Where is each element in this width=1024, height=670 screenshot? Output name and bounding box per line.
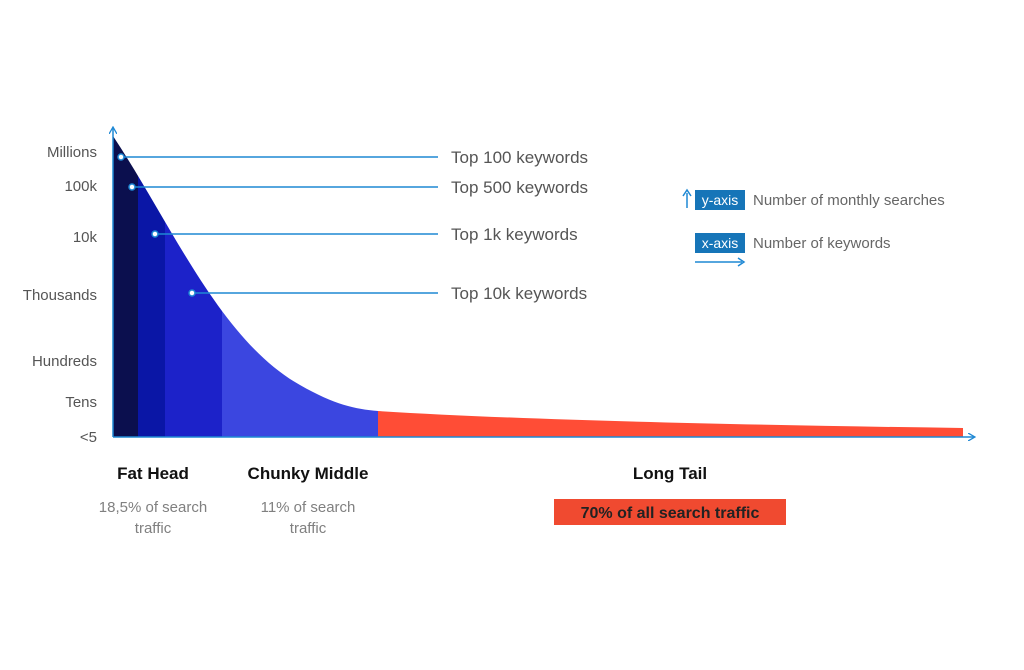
up-arrow-head-icon [682,188,692,197]
segment-title: Chunky Middle [248,464,369,483]
legend-text: Number of keywords [753,235,891,252]
curve-band-2 [138,136,165,437]
segment-title: Long Tail [633,464,707,483]
legend-text: Number of monthly searches [753,192,945,209]
y-tick-label: Millions [47,144,97,161]
long-tail-area [378,411,963,437]
segment-note: traffic [290,520,327,537]
annotation-label: Top 500 keywords [451,178,588,197]
curve-band-4 [222,136,378,437]
curve-area-bands [113,136,378,437]
annotation-point [188,289,196,297]
curve-band-3 [165,136,222,437]
keyword-annotations: Top 100 keywords Top 500 keywords Top 1k k… [117,148,588,303]
legend-item-y-axis: y-axis Number of monthly searches [682,188,945,210]
y-tick-label: 10k [73,229,98,246]
legend-tag: x-axis [702,235,739,251]
legend: y-axis Number of monthly searches x-axis Nu… [682,188,945,267]
keyword-annotation: Top 500 keywords [128,178,588,197]
segment-note: 11% of search [261,499,356,516]
segment-long-tail: Long Tail 70% of all search traffic [554,464,786,525]
annotation-point [117,153,125,161]
y-tick-label: Tens [65,394,97,411]
annotation-label: Top 1k keywords [451,225,578,244]
segment-chunky-middle: Chunky Middle 11% of search traffic [248,464,369,537]
right-arrow-head-icon [737,257,746,267]
legend-tag-box [695,190,745,210]
segment-highlight-box [554,499,786,525]
curve-band-1 [113,136,138,437]
y-tick-label: 100k [64,178,97,195]
segment-highlight-text: 70% of all search traffic [581,505,760,522]
annotation-point [128,183,136,191]
y-tick-label: Hundreds [32,353,97,370]
keyword-annotation: Top 10k keywords [188,284,587,303]
legend-tag-box [695,233,745,253]
legend-tag: y-axis [702,192,739,208]
segment-fat-head: Fat Head 18,5% of search traffic [99,464,207,537]
segment-note: traffic [135,520,172,537]
y-tick-label: Thousands [23,287,97,304]
segment-title: Fat Head [117,464,189,483]
y-tick-labels: Millions 100k 10k Thousands Hundreds Tens <5 [23,144,98,446]
segment-note: 18,5% of search [99,499,207,516]
keyword-annotation: Top 1k keywords [151,225,578,244]
keyword-annotation: Top 100 keywords [117,148,588,167]
y-tick-label: <5 [80,429,97,446]
annotation-label: Top 100 keywords [451,148,588,167]
legend-item-x-axis: x-axis Number of keywords [695,233,891,267]
annotation-point [151,230,159,238]
annotation-label: Top 10k keywords [451,284,587,303]
